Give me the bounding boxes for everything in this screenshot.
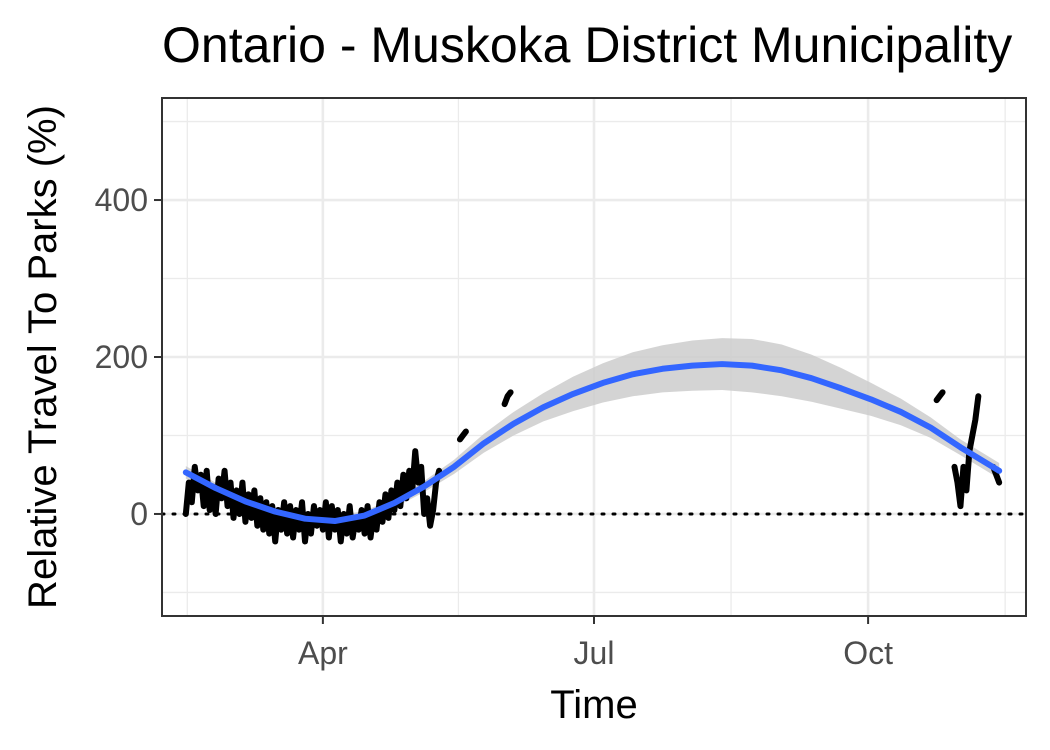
x-axis-title: Time (550, 683, 637, 727)
trend-line (182, 361, 1003, 525)
series-line-5 (951, 393, 982, 510)
confidence-ribbon-layer (185, 338, 1000, 526)
series-line-3 (501, 389, 514, 408)
y-tick-label: 400 (95, 182, 148, 218)
x-tick-label: Oct (843, 635, 893, 671)
y-tick-label: 0 (130, 496, 148, 532)
y-axis: 0 200 400 (95, 182, 162, 532)
x-tick-label: Apr (298, 635, 348, 671)
series-line-2 (456, 428, 469, 443)
x-tick-label: Jul (574, 635, 615, 671)
y-axis-title: Relative Travel To Parks (%) (21, 105, 65, 609)
confidence-ribbon (185, 338, 1000, 526)
y-tick-label: 200 (95, 339, 148, 375)
x-axis: Apr Jul Oct (298, 616, 893, 671)
trend-layer (182, 361, 1003, 525)
series-line-4 (933, 389, 946, 404)
chart-title: Ontario - Muskoka District Municipality (162, 17, 1012, 73)
